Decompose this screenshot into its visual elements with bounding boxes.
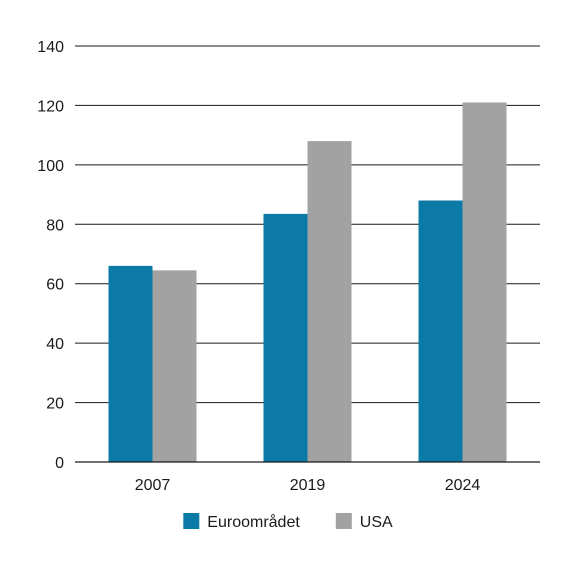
bar-euroomr-det-2007: [108, 265, 153, 462]
y-tick-label-120: 120: [37, 98, 64, 115]
y-tick-label-40: 40: [46, 336, 64, 353]
y-tick-label-140: 140: [37, 39, 64, 56]
y-tick-label-0: 0: [55, 455, 64, 472]
legend-label-usa: USA: [360, 514, 393, 531]
x-tick-label-2019: 2019: [290, 477, 326, 494]
bar-usa-2007: [152, 270, 197, 462]
y-tick-label-100: 100: [37, 158, 64, 175]
bar-usa-2024: [462, 102, 507, 462]
bars: [108, 102, 507, 463]
legend-swatch-euroomr-det: [183, 513, 200, 529]
x-axis-tick-labels: 2007 2019 2024: [135, 477, 481, 494]
y-tick-label-20: 20: [46, 396, 64, 413]
x-tick-label-2024: 2024: [445, 477, 481, 494]
bar-euroomr-det-2024: [418, 200, 463, 462]
legend: Euroområdet USA: [183, 513, 393, 531]
legend-swatch-usa: [335, 513, 352, 529]
legend-label-euroomr-det: Euroområdet: [207, 513, 300, 531]
bar-usa-2019: [307, 141, 352, 463]
bar-euroomr-det-2019: [263, 213, 308, 462]
y-tick-label-60: 60: [46, 277, 64, 294]
x-tick-label-2007: 2007: [135, 477, 171, 494]
y-tick-label-80: 80: [46, 217, 64, 234]
y-axis-tick-labels: 0 20 40 60 80 100 120 140: [37, 39, 64, 472]
